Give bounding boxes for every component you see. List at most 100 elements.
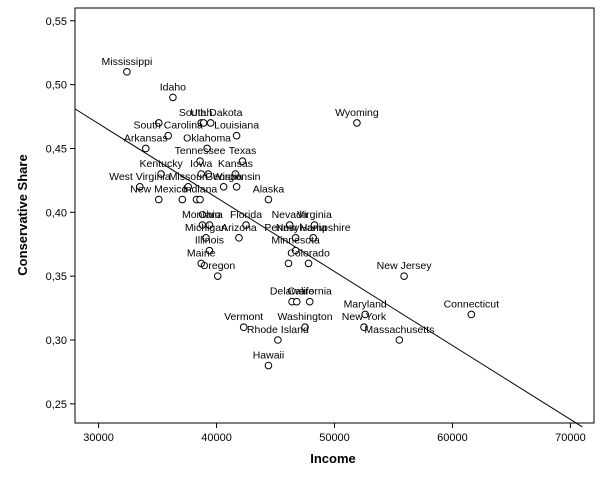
data-points [123, 68, 476, 370]
point-label: Utah [190, 107, 212, 119]
x-axis: 30000 40000 50000 60000 70000 [83, 423, 586, 444]
data-point [154, 119, 163, 127]
point-label: Virginia [297, 209, 332, 221]
point-label: Connecticut [444, 298, 500, 310]
x-tick-label: 70000 [555, 432, 586, 444]
data-point [235, 234, 243, 242]
point-label: Michigan [185, 222, 227, 234]
y-tick-label: 0,50 [46, 80, 67, 92]
y-tick-label: 0,25 [46, 399, 67, 411]
point-label: Indiana [183, 184, 218, 196]
data-point [184, 182, 193, 191]
point-label: Rhode Island [247, 324, 309, 336]
data-point [206, 119, 215, 127]
point-label: Oregon [200, 260, 235, 272]
data-point [205, 221, 214, 229]
data-point [157, 170, 165, 178]
point-label: Nevada [272, 209, 308, 221]
point-label: Arkansas [124, 132, 168, 144]
point-label: Maine [187, 247, 216, 259]
data-point [291, 234, 300, 242]
y-tick-label: 0,30 [46, 335, 67, 347]
data-point [467, 310, 476, 319]
data-point [274, 336, 282, 344]
fit-line [74, 108, 583, 428]
data-point [353, 119, 361, 127]
data-point [154, 195, 163, 204]
y-tick-label: 0,55 [46, 16, 67, 28]
point-label: Missouri [169, 171, 208, 183]
point-label: Iowa [190, 158, 212, 170]
point-label: Mississippi [102, 56, 153, 68]
data-point [310, 221, 319, 229]
data-point [178, 195, 187, 204]
point-label: Maryland [344, 298, 387, 310]
data-point [292, 297, 301, 306]
data-point [205, 246, 214, 255]
point-label: Vermont [224, 311, 263, 323]
point-label: Delaware [270, 286, 315, 298]
point-label: Florida [230, 209, 262, 221]
data-point [196, 195, 204, 204]
data-point [284, 259, 293, 268]
x-tick-label: 40000 [201, 432, 232, 444]
y-axis-title: Conservative Share [15, 154, 30, 275]
point-label: Massachusetts [364, 324, 434, 336]
point-label: Montana [182, 209, 223, 221]
y-tick-label: 0,40 [46, 207, 67, 219]
x-tick-label: 30000 [83, 432, 114, 444]
data-point [304, 259, 313, 268]
data-point [202, 234, 210, 242]
point-label: Colorado [287, 247, 330, 259]
data-point [169, 93, 177, 102]
point-label: Kansas [218, 158, 253, 170]
data-point [239, 323, 248, 332]
x-tick-label: 50000 [319, 432, 350, 444]
data-point [264, 195, 273, 204]
y-axis: 0,25 0,30 0,35 0,40 0,45 0,50 0,55 [46, 16, 75, 411]
point-label: Louisiana [214, 120, 259, 132]
point-label: Wisconsin [213, 171, 261, 183]
point-label: Pennsylvania [264, 222, 327, 234]
point-label: Illinois [195, 235, 224, 247]
point-label: Minnesota [271, 235, 320, 247]
point-label: South Carolina [133, 120, 203, 132]
data-point [199, 119, 208, 127]
data-point [395, 336, 404, 344]
data-point [238, 157, 247, 166]
point-label: Hawaii [253, 350, 285, 362]
point-label: Alaska [253, 184, 285, 196]
point-label: Tennessee [175, 145, 226, 157]
data-point [123, 68, 131, 76]
data-point [242, 221, 250, 229]
data-point [197, 259, 206, 268]
point-label: Kentucky [140, 158, 184, 170]
data-point [164, 131, 172, 140]
data-point [203, 144, 211, 153]
point-label: Washington [277, 311, 332, 323]
data-point [264, 361, 273, 370]
point-label: Georgia [205, 171, 243, 183]
data-point [291, 246, 300, 255]
data-point [360, 323, 368, 332]
point-label: New Mexico [130, 184, 187, 196]
point-label: Idaho [160, 81, 186, 93]
x-tick-label: 60000 [437, 432, 468, 444]
data-point [232, 131, 241, 140]
point-label: Oklahoma [183, 132, 231, 144]
point-label: New York [342, 311, 387, 323]
y-tick-label: 0,45 [46, 143, 67, 155]
data-point [141, 144, 150, 153]
point-label: Arizona [221, 222, 257, 234]
point-label: South Dakota [179, 107, 243, 119]
point-label: California [288, 286, 333, 298]
data-point [136, 182, 144, 191]
data-point [361, 310, 369, 319]
data-point [213, 272, 222, 280]
point-label: New Hampshire [276, 222, 351, 234]
data-point [305, 297, 314, 306]
data-point [231, 170, 240, 178]
y-tick-label: 0,35 [46, 271, 67, 283]
point-label: Ohio [198, 209, 220, 221]
